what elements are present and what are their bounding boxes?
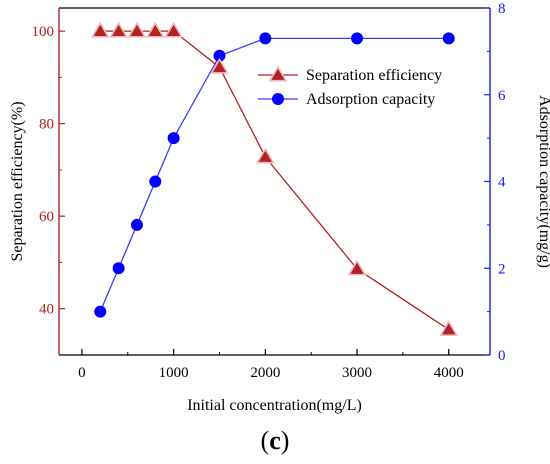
legend-efficiency-marker <box>268 65 288 82</box>
x-tick-label: 3000 <box>342 365 372 381</box>
adsorption-capacity-point <box>112 262 125 275</box>
x-tick-label: 0 <box>78 365 86 381</box>
x-tick-label: 1000 <box>159 365 189 381</box>
panel-label-open: ( <box>261 426 270 455</box>
x-tick-label: 2000 <box>250 365 280 381</box>
legend: Separation efficiency Adsorption capacity <box>258 65 442 108</box>
series-layer <box>90 21 459 337</box>
right-y-tick-label: 6 <box>498 88 506 104</box>
left-y-tick-label: 40 <box>39 302 54 318</box>
left-y-axis-title: Separation efficiency(%) <box>9 101 26 261</box>
adsorption-capacity-point <box>213 49 226 62</box>
right-y-tick-label: 2 <box>498 261 506 277</box>
x-axis-title: Initial concentration(mg/L) <box>187 397 362 414</box>
right-y-tick-label: 8 <box>498 1 506 17</box>
right-y-tick-label: 4 <box>498 175 506 191</box>
panel-label: (c) <box>261 426 290 455</box>
adsorption-capacity-point <box>94 305 107 318</box>
legend-efficiency-label: Separation efficiency <box>306 67 442 84</box>
adsorption-capacity-point <box>130 218 143 231</box>
legend-capacity-label: Adsorption capacity <box>306 91 435 108</box>
adsorption-capacity-point <box>351 32 364 45</box>
adsorption-capacity-point <box>167 132 180 145</box>
adsorption-capacity-point <box>149 175 162 188</box>
right-y-axis-title: Adsorption capacity(mg/g) <box>536 95 550 268</box>
separation-efficiency-point <box>164 21 184 38</box>
separation-efficiency-point <box>210 57 229 74</box>
separation-efficiency-point <box>90 21 110 38</box>
separation-efficiency-point <box>127 21 147 38</box>
adsorption-capacity-point <box>442 32 455 45</box>
legend-capacity-marker <box>272 93 284 105</box>
right-y-tick-label: 0 <box>498 348 506 364</box>
separation-efficiency-point <box>347 259 367 276</box>
x-tick-label: 4000 <box>434 365 464 381</box>
panel-label-letter: c <box>269 426 281 455</box>
separation-efficiency-point <box>145 21 165 38</box>
adsorption-capacity-point <box>259 32 272 45</box>
left-y-tick-label: 60 <box>39 209 54 225</box>
left-y-tick-label: 100 <box>32 24 55 40</box>
separation-efficiency-point <box>255 147 275 164</box>
left-y-tick-label: 80 <box>39 117 54 133</box>
panel-label-close: ) <box>281 426 290 455</box>
separation-efficiency-point <box>109 21 129 38</box>
separation-efficiency-point <box>439 320 459 337</box>
